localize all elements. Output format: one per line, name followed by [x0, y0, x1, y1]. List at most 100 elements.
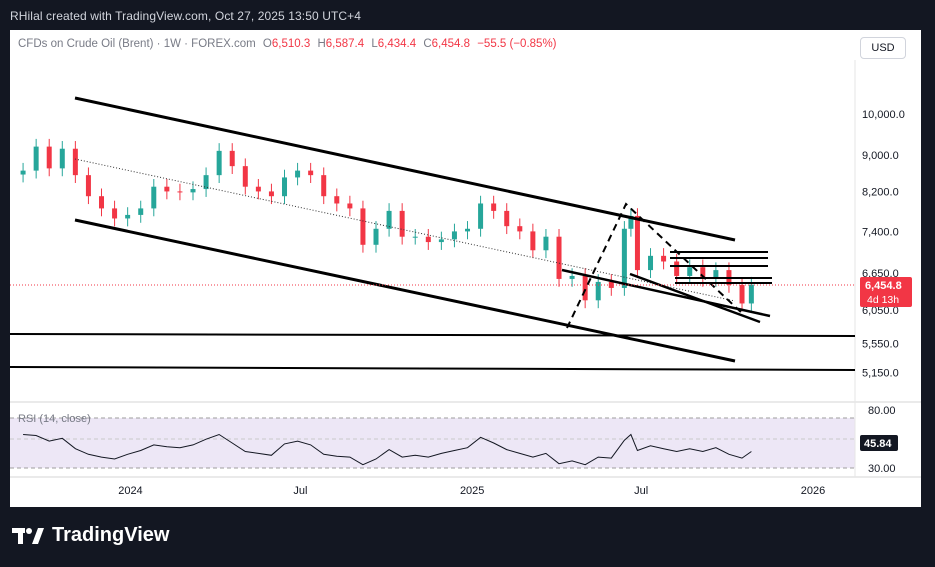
candle-1: [33, 146, 39, 171]
price-badge-value: 6,454.8: [865, 280, 902, 292]
candle-9: [138, 208, 144, 215]
candle-23: [321, 175, 327, 197]
price-tick-0: 10,000.0: [862, 109, 905, 121]
time-tick-4: 2026: [801, 485, 825, 497]
price-axis[interactable]: 10,000.09,000.08,200.07,400.06,650.06,05…: [862, 109, 905, 379]
time-tick-3: Jul: [634, 485, 648, 497]
low-value: 6,434.4: [377, 38, 417, 50]
candle-41: [556, 236, 562, 279]
candle-7: [112, 208, 118, 219]
price-tick-7: 5,150.0: [862, 368, 899, 380]
candle-45: [608, 281, 614, 288]
candle-17: [242, 166, 248, 187]
candle-14: [203, 175, 209, 190]
price-tick-2: 8,200.0: [862, 186, 899, 198]
candle-48: [634, 215, 640, 271]
candle-5: [85, 175, 91, 197]
candle-10: [151, 186, 157, 209]
candle-27: [373, 228, 379, 245]
candle-31: [425, 236, 431, 243]
price-tick-3: 7,400.0: [862, 226, 899, 238]
candle-2: [46, 146, 52, 169]
high-label: H: [317, 38, 326, 50]
rsi-line: [23, 433, 752, 466]
candle-36: [491, 203, 497, 211]
candle-15: [216, 150, 222, 176]
candle-8: [125, 214, 131, 219]
candle-34: [465, 228, 471, 232]
price-badge-countdown: 4d 13h: [867, 294, 899, 306]
candle-44: [595, 281, 601, 301]
candle-37: [504, 210, 510, 227]
candle-24: [334, 196, 340, 204]
candle-50: [661, 255, 667, 262]
chart-panel[interactable]: CFDs on Crude Oil (Brent) · 1W · FOREX.c…: [10, 30, 921, 507]
price-chart[interactable]: 10,000.09,000.08,200.07,400.06,650.06,05…: [10, 30, 921, 507]
candle-49: [648, 255, 654, 271]
price-tick-5: 6,050.0: [862, 305, 899, 317]
candle-43: [582, 275, 588, 301]
low-label: L: [371, 38, 378, 50]
channel-upper-line: [74, 96, 736, 242]
candle-47: [628, 215, 634, 229]
candle-51: [674, 261, 680, 276]
candle-40: [543, 236, 549, 251]
candle-19: [268, 191, 274, 197]
candle-6: [99, 196, 105, 209]
candle-53: [700, 267, 706, 279]
rsi-band: [10, 418, 855, 468]
inner-channel-lower-line: [575, 321, 760, 322]
rsi-badge: [860, 435, 898, 451]
candle-28: [386, 210, 392, 229]
time-tick-2: 2025: [460, 485, 484, 497]
rsi-label: RSI (14, close): [18, 413, 91, 425]
candle-18: [255, 186, 261, 192]
support-line-2: [10, 366, 856, 371]
change-value: −55.5 (−0.85%): [477, 38, 557, 50]
time-axis[interactable]: 2024 Jul 2025 Jul 2026: [118, 485, 825, 497]
symbol-legend: CFDs on Crude Oil (Brent) · 1W · FOREX.c…: [18, 38, 557, 50]
candle-22: [308, 170, 314, 176]
inner-diagonal-lower: [629, 272, 761, 324]
candle-38: [517, 226, 523, 232]
symbol-title: CFDs on Crude Oil (Brent) · 1W · FOREX.c…: [18, 38, 256, 50]
close-label: C: [423, 38, 432, 50]
candle-52: [687, 267, 693, 276]
candle-16: [229, 150, 235, 167]
candle-25: [347, 203, 353, 209]
tradingview-logo-icon: [12, 527, 44, 544]
open-label: O: [262, 38, 272, 50]
price-tick-6: 5,550.0: [862, 338, 899, 350]
support-line-1: [10, 333, 856, 337]
rsi-upper-tick: 80.00: [868, 405, 896, 417]
candle-42: [569, 275, 575, 279]
close-value: 6,454.8: [431, 38, 471, 50]
rsi-layer: [23, 433, 752, 466]
candle-13: [190, 189, 196, 193]
channel-lower-line: [74, 218, 736, 363]
candle-20: [282, 177, 288, 197]
candle-39: [530, 231, 536, 251]
candle-56: [739, 284, 745, 304]
candles-layer: [20, 138, 754, 312]
rsi-lower-tick: 30.00: [868, 463, 896, 475]
brand-logo: TradingView: [12, 524, 169, 547]
currency-button[interactable]: USD: [860, 37, 906, 59]
candle-30: [412, 236, 418, 238]
candle-3: [59, 148, 65, 169]
header-caption: RHilal created with TradingView.com, Oct…: [10, 9, 362, 23]
candle-12: [177, 191, 183, 193]
rsi-badge-value: 45.84: [864, 438, 892, 450]
candle-33: [451, 231, 457, 240]
candle-4: [72, 148, 78, 176]
candle-26: [360, 208, 366, 245]
brand-name: TradingView: [52, 524, 170, 546]
candle-35: [478, 203, 484, 229]
candle-0: [20, 170, 26, 175]
time-tick-0: 2024: [118, 485, 142, 497]
time-tick-1: Jul: [293, 485, 307, 497]
candle-54: [713, 270, 719, 279]
candle-32: [438, 239, 444, 243]
high-value: 6,587.4: [325, 38, 365, 50]
